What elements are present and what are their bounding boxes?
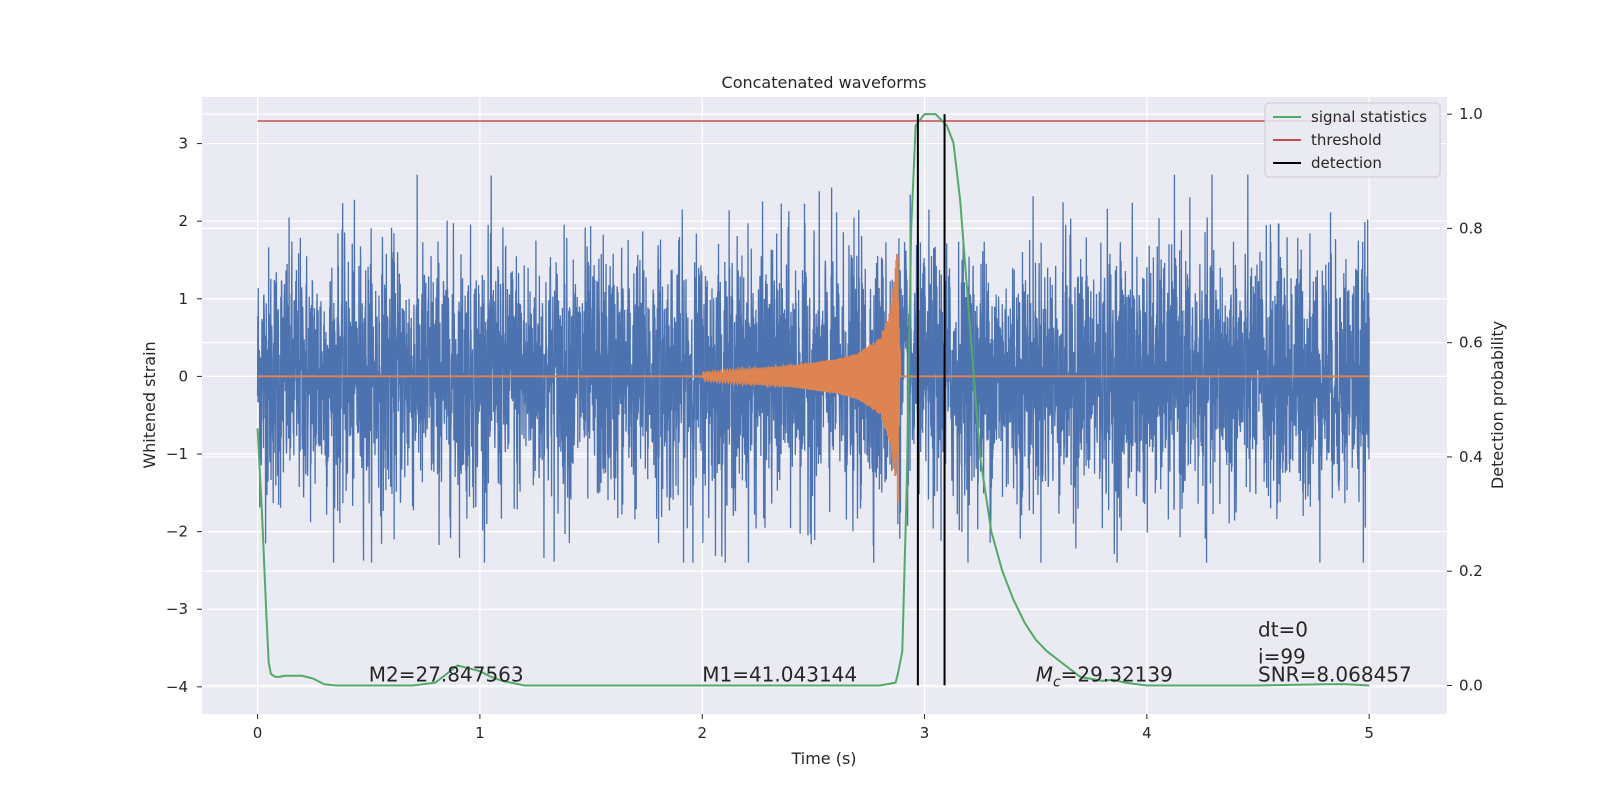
y-left-tick-label: 3 [178, 135, 188, 153]
x-tick-label: 0 [253, 724, 263, 742]
legend-label: detection [1311, 154, 1382, 172]
y-left-tick-label: −2 [166, 523, 188, 541]
y-axis-left-label: Whitened strain [140, 341, 159, 468]
annotation-text: SNR=8.068457 [1258, 662, 1412, 686]
axes: 0 1 2 3 4 5 3 2 1 0 −1 −2 −3 −4 1.0 0.8 0.6 0.4 0.2 0.0 [166, 105, 1483, 742]
x-axis-label: Time (s) [790, 749, 856, 768]
y-right-tick-label: 0.6 [1459, 334, 1483, 352]
x-tick-label: 2 [697, 724, 707, 742]
chart-title: Concatenated waveforms [722, 73, 927, 92]
annotation-text: i=99 [1258, 645, 1306, 669]
annotations: M2=27.847563 M1=41.043144 Mc=29.32139 dt=0 i… [369, 617, 1412, 690]
annotation-text: M2=27.847563 [369, 662, 524, 686]
annotation-mc: Mc=29.32139 [1036, 662, 1173, 690]
x-tick-label: 1 [475, 724, 485, 742]
y-right-tick-label: 0.8 [1459, 219, 1483, 237]
y-left-tick-label: −3 [166, 600, 188, 618]
legend-label: signal statistics [1311, 108, 1427, 126]
x-tick-label: 3 [920, 724, 930, 742]
y-axis-right-label: Detection probability [1488, 321, 1507, 489]
x-tick-label: 5 [1364, 724, 1374, 742]
y-left-tick-label: 2 [178, 212, 188, 230]
y-left-tick-label: 0 [178, 367, 188, 385]
y-right-tick-label: 0.4 [1459, 448, 1483, 466]
y-right-tick-label: 0.2 [1459, 562, 1483, 580]
y-left-tick-label: −4 [166, 678, 188, 696]
data-layer [256, 113, 1370, 687]
annotation-text: M1=41.043144 [702, 662, 857, 686]
x-tick-label: 4 [1142, 724, 1152, 742]
series-signal-statistics [256, 113, 1370, 687]
legend-box [1264, 102, 1441, 178]
y-left-tick-label: −1 [166, 445, 188, 463]
series-injected-waveform [257, 253, 1370, 503]
legend-label: threshold [1311, 131, 1382, 149]
y-right-tick-label: 1.0 [1459, 105, 1483, 123]
legend: signal statistics threshold detection [1264, 102, 1441, 178]
y-left-tick-label: 1 [178, 290, 188, 308]
y-right-tick-label: 0.0 [1459, 676, 1483, 694]
annotation-text: dt=0 [1258, 617, 1308, 641]
series-whitened-strain [256, 174, 1370, 563]
